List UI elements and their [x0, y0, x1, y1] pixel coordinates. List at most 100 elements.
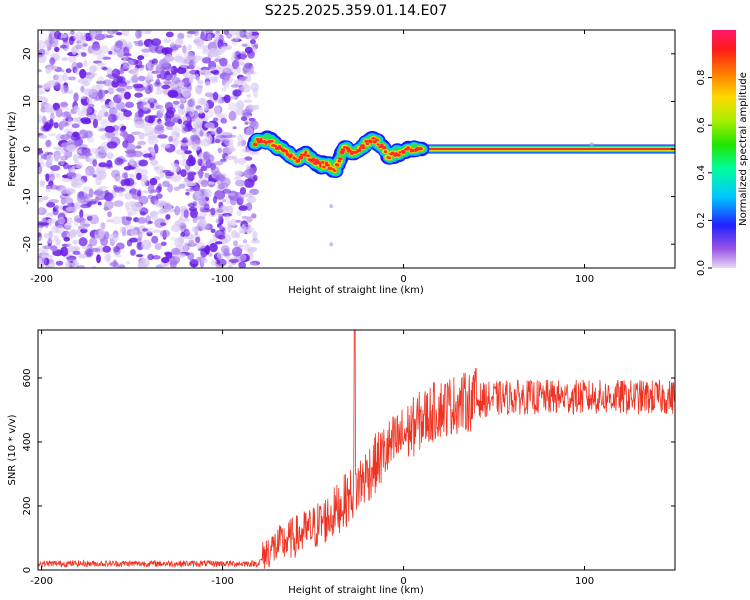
- noise-blob: [208, 50, 214, 59]
- noise-blob: [61, 155, 67, 160]
- noise-blob: [150, 189, 158, 193]
- noise-blob: [130, 229, 138, 236]
- noise-blob: [43, 48, 50, 56]
- noise-blob: [72, 117, 83, 122]
- carrier-trace-blob: [270, 139, 274, 143]
- carrier-trace-blob: [316, 161, 322, 165]
- noise-blob: [102, 245, 112, 253]
- noise-blob: [245, 31, 253, 36]
- noise-blob: [188, 73, 194, 84]
- noise-blob: [213, 75, 219, 82]
- noise-blob: [116, 264, 126, 268]
- carrier-trace-blob: [384, 150, 387, 154]
- noise-blob: [190, 134, 199, 141]
- x-tick-label: 0: [400, 274, 406, 285]
- noise-blob: [212, 117, 219, 122]
- noise-blob: [244, 46, 253, 54]
- carrier-trace-blob: [256, 139, 261, 144]
- noise-blob: [48, 132, 56, 137]
- noise-blob: [163, 38, 172, 44]
- noise-blob: [124, 49, 129, 55]
- noise-blob: [239, 187, 247, 195]
- noise-blob: [183, 209, 189, 219]
- noise-blob: [200, 222, 210, 231]
- noise-blob: [197, 158, 203, 167]
- noise-blob: [55, 224, 64, 234]
- noise-blob: [227, 221, 232, 228]
- noise-blob: [50, 245, 58, 252]
- noise-blob: [108, 88, 115, 93]
- noise-blob: [246, 73, 252, 83]
- carrier-trace-blob: [314, 158, 319, 163]
- noise-blob: [71, 46, 77, 55]
- noise-blob: [102, 79, 113, 87]
- noise-blob: [38, 86, 43, 95]
- noise-blob: [41, 115, 47, 124]
- noise-blob: [243, 99, 253, 103]
- noise-blob: [193, 186, 201, 192]
- noise-blob: [244, 243, 251, 253]
- noise-blob: [126, 41, 133, 50]
- noise-blob: [114, 49, 125, 56]
- noise-blob: [197, 218, 204, 225]
- carrier-trace-blob: [322, 165, 326, 169]
- carrier-trace-blob: [285, 152, 290, 157]
- noise-blob: [138, 75, 146, 82]
- noise-blob: [53, 234, 59, 242]
- noise-blob: [39, 180, 46, 188]
- noise-blob: [203, 151, 208, 160]
- y-tick-label: 0: [22, 146, 33, 152]
- noise-blob: [167, 91, 178, 97]
- noise-blob: [227, 264, 233, 268]
- noise-blob: [219, 158, 227, 163]
- noise-blob: [43, 232, 54, 239]
- noise-blob: [157, 134, 168, 139]
- noise-blob: [46, 154, 54, 163]
- noise-blob: [141, 239, 152, 250]
- noise-blob: [238, 261, 247, 268]
- noise-blob: [178, 183, 186, 189]
- noise-blob: [59, 246, 69, 257]
- noise-blob: [233, 157, 239, 165]
- noise-blob: [199, 129, 204, 137]
- carrier-trace-blob: [325, 164, 330, 167]
- colorbar-tick-label: 0.4: [696, 165, 707, 181]
- noise-blob: [200, 257, 208, 264]
- noise-blob: [241, 109, 252, 116]
- noise-blob: [100, 118, 109, 128]
- noise-blob: [226, 33, 233, 39]
- noise-blob: [82, 81, 91, 87]
- noise-blob: [49, 57, 56, 66]
- noise-blob: [124, 192, 133, 200]
- noise-blob: [64, 263, 75, 268]
- noise-blob: [218, 213, 223, 221]
- noise-blob: [243, 84, 251, 93]
- noise-blob: [252, 230, 258, 240]
- spectrogram-y-label: Frequency (Hz): [7, 111, 18, 187]
- noise-blob: [143, 75, 154, 81]
- noise-blob: [61, 57, 68, 61]
- noise-blob: [92, 159, 98, 167]
- noise-blob: [212, 69, 220, 76]
- noise-blob: [79, 209, 84, 219]
- noise-blob: [63, 237, 70, 242]
- noise-blob: [201, 57, 211, 64]
- noise-blob: [235, 179, 246, 187]
- noise-blob: [136, 217, 147, 224]
- noise-blob: [114, 30, 119, 34]
- noise-blob: [81, 52, 87, 57]
- noise-blob: [102, 66, 108, 71]
- noise-blob: [38, 262, 45, 268]
- noise-blob: [175, 38, 184, 46]
- noise-blob: [193, 205, 204, 209]
- noise-blob: [212, 91, 219, 101]
- carrier-trace-blob: [410, 148, 415, 153]
- noise-blob: [146, 231, 153, 237]
- noise-blob: [238, 76, 248, 84]
- noise-blob: [113, 246, 120, 253]
- noise-blob: [231, 230, 238, 239]
- carrier-trace-blob: [382, 145, 387, 150]
- noise-blob: [171, 77, 181, 84]
- snr-ticks: -200 -100 0 100 0 200 400 600: [22, 330, 675, 587]
